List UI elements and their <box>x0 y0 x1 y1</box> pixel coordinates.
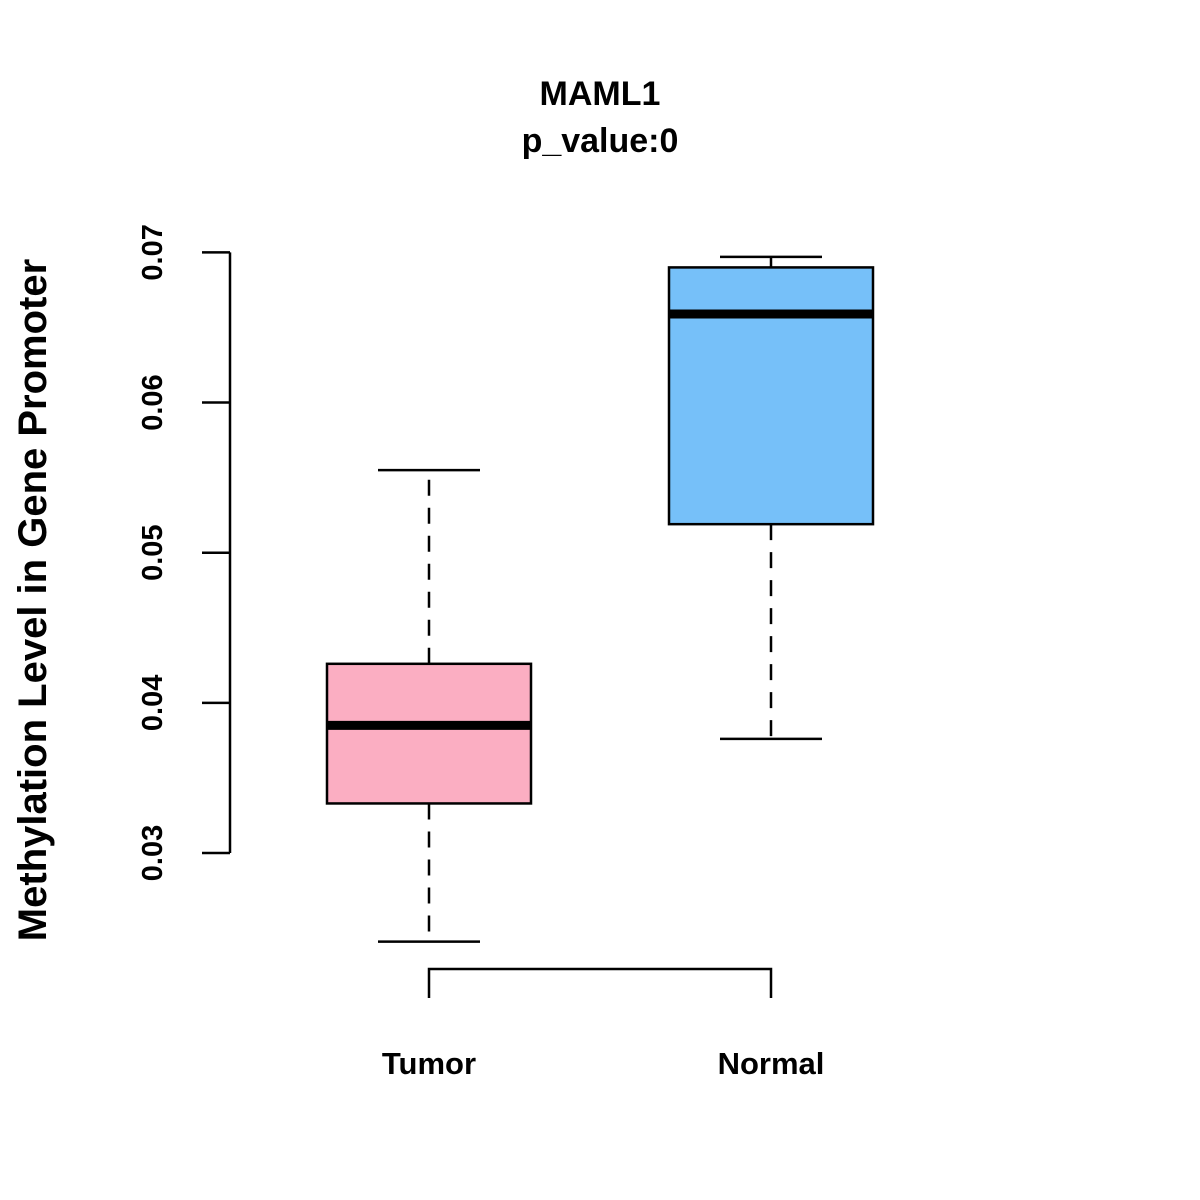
iqr-box <box>667 266 875 526</box>
chart-title: MAML1 <box>540 75 661 113</box>
y-tick-label: 0.07 <box>137 224 169 280</box>
y-tick-label: 0.05 <box>137 524 169 580</box>
x-axis-labels: Tumor Normal <box>382 1046 824 1081</box>
iqr-box <box>325 662 533 805</box>
y-axis-label: Methylation Level in Gene Promoter <box>11 259 55 941</box>
chart-subtitle: p_value:0 <box>522 122 679 160</box>
boxes-group <box>325 255 875 943</box>
comparison-bracket-group <box>427 967 773 998</box>
y-axis: 0.03 0.04 0.05 0.06 0.07 <box>137 224 232 881</box>
y-tick-label: 0.06 <box>137 374 169 430</box>
box-tumor <box>325 468 533 943</box>
box-normal <box>667 255 875 741</box>
y-tick-label: 0.04 <box>137 675 169 731</box>
y-tick-label: 0.03 <box>137 825 169 881</box>
comparison-bracket <box>427 967 773 998</box>
x-label-tumor: Tumor <box>382 1046 476 1081</box>
x-label-normal: Normal <box>718 1046 825 1081</box>
